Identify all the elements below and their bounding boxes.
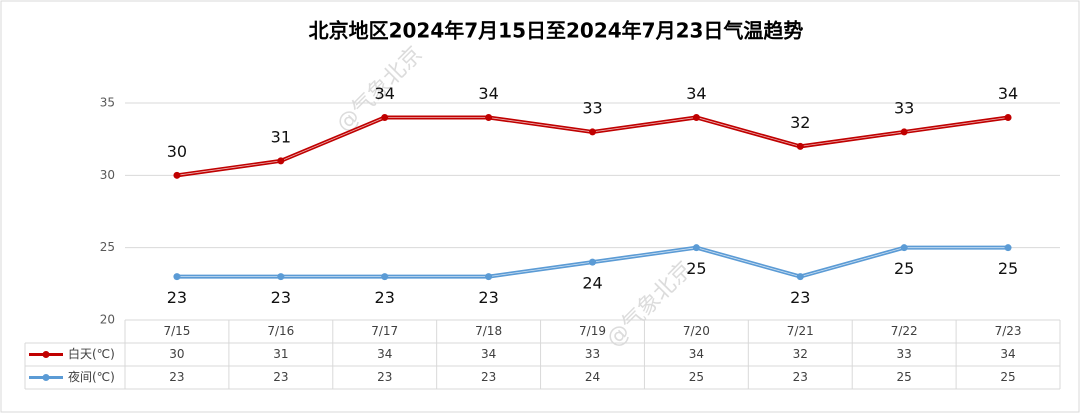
point: [485, 273, 493, 281]
point: [900, 128, 908, 136]
x-tick-label: 7/16: [267, 324, 294, 338]
legend-marker: [42, 351, 50, 358]
table-cell: 23: [481, 370, 496, 384]
point: [381, 273, 389, 281]
point: [277, 273, 285, 281]
table-cell: 34: [377, 347, 392, 361]
data-label: 25: [686, 259, 706, 278]
data-label: 33: [582, 98, 602, 117]
data-label: 23: [790, 288, 810, 307]
data-label: 23: [375, 288, 395, 307]
x-tick-label: 7/20: [683, 324, 710, 338]
x-tick-label: 7/17: [371, 324, 398, 338]
table-cell: 33: [897, 347, 912, 361]
table-cell: 33: [585, 347, 600, 361]
table-cell: 34: [689, 347, 704, 361]
y-tick-label: 25: [100, 240, 115, 254]
y-tick-label: 35: [100, 96, 115, 110]
table-cell: 34: [481, 347, 496, 361]
data-label: 31: [271, 127, 291, 146]
legend-label: 夜间(℃): [68, 369, 115, 384]
data-label: 33: [894, 98, 914, 117]
legend-marker: [42, 374, 50, 381]
y-tick-label: 30: [100, 168, 115, 182]
table-cell: 25: [897, 370, 912, 384]
point: [173, 171, 181, 179]
point: [796, 142, 804, 150]
x-tick-label: 7/22: [891, 324, 918, 338]
data-label: 24: [582, 274, 602, 293]
point: [692, 113, 700, 121]
table-cell: 25: [689, 370, 704, 384]
point: [589, 128, 596, 136]
data-label: 23: [167, 288, 187, 307]
point: [589, 258, 596, 266]
point: [1004, 244, 1012, 252]
point: [173, 273, 181, 281]
data-label: 32: [790, 113, 810, 132]
point: [900, 244, 908, 252]
data-label: 25: [998, 259, 1018, 278]
chart-title: 北京地区2024年7月15日至2024年7月23日气温趋势: [309, 19, 804, 43]
point: [485, 113, 493, 121]
data-label: 25: [894, 259, 914, 278]
data-label: 34: [998, 84, 1018, 103]
table-cell: 23: [273, 370, 288, 384]
data-label: 34: [686, 84, 706, 103]
table-cell: 32: [793, 347, 808, 361]
x-tick-label: 7/21: [787, 324, 814, 338]
table-cell: 30: [169, 347, 184, 361]
point: [692, 244, 700, 252]
x-tick-label: 7/18: [475, 324, 502, 338]
point: [277, 157, 285, 165]
data-label: 23: [478, 288, 498, 307]
x-tick-label: 7/19: [579, 324, 606, 338]
table-cell: 25: [1000, 370, 1015, 384]
table-cell: 23: [377, 370, 392, 384]
table-cell: 31: [273, 347, 288, 361]
point: [796, 273, 804, 281]
table-cell: 23: [169, 370, 184, 384]
point: [381, 113, 389, 121]
data-label: 34: [478, 84, 498, 103]
legend-label: 白天(℃): [68, 346, 115, 361]
table-cell: 23: [793, 370, 808, 384]
point: [1004, 113, 1012, 121]
table-cell: 24: [585, 370, 600, 384]
data-label: 30: [167, 142, 187, 161]
y-tick-label: 20: [100, 313, 115, 327]
x-tick-label: 7/23: [995, 324, 1022, 338]
data-label: 34: [375, 84, 395, 103]
x-tick-label: 7/15: [163, 324, 190, 338]
table-cell: 34: [1000, 347, 1015, 361]
data-label: 23: [271, 288, 291, 307]
